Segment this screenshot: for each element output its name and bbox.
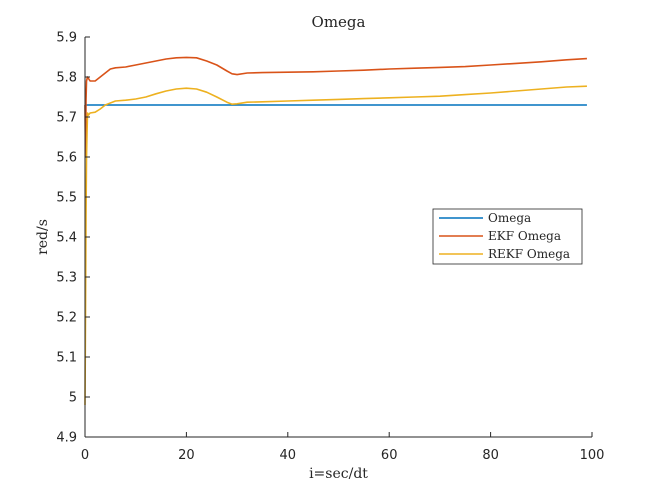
x-axis-label: i=sec/dt [309,466,368,482]
y-tick-label: 5.1 [56,351,77,366]
y-tick-label: 4.9 [56,431,77,446]
y-ticks: 4.9 5 5.1 5.2 5.3 5.4 5.5 5.6 5.7 5.8 5.9 [56,31,90,446]
y-axis-label: red/s [35,219,51,255]
legend-items: Omega EKF Omega REKF Omega [439,211,570,261]
y-tick-label: 5.2 [56,311,77,326]
legend-label-rekf-omega: REKF Omega [488,247,570,261]
x-tick-label: 80 [482,448,499,463]
y-tick-label: 5.4 [56,231,77,246]
y-tick-label: 5.7 [56,111,77,126]
y-tick-label: 5.6 [56,151,77,166]
x-tick-label: 40 [280,448,297,463]
series-layer [84,56,587,406]
series-line-ekf-omega [84,56,587,158]
x-tick-label: 100 [580,448,605,463]
x-tick-label: 20 [178,448,195,463]
x-tick-label: 60 [381,448,398,463]
y-tick-label: 5.3 [56,271,77,286]
legend-label-omega: Omega [488,211,531,225]
x-tick-label: 0 [81,448,89,463]
y-tick-label: 5.9 [56,31,77,46]
series-line-rekf-omega [84,85,587,406]
x-ticks: 0 20 40 60 80 100 [81,432,605,463]
chart-title: Omega [312,13,366,31]
y-tick-label: 5 [69,391,77,406]
legend: Omega EKF Omega REKF Omega [432,208,583,265]
y-tick-label: 5.8 [56,71,77,86]
legend-label-ekf-omega: EKF Omega [488,229,561,243]
y-tick-label: 5.5 [56,191,77,206]
